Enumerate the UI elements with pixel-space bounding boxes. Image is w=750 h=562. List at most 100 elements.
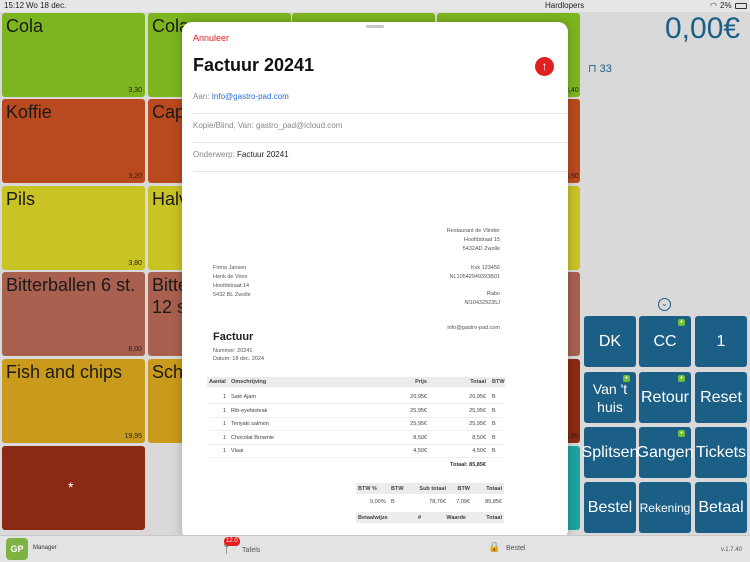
action-button[interactable]: CC ●	[639, 316, 691, 367]
action-button[interactable]: 1	[695, 316, 747, 367]
to-label: Aan:	[193, 92, 210, 101]
product-tile[interactable]: Bitterballen 6 st. 8,00	[2, 272, 145, 356]
table-cell: Vlaai	[231, 448, 244, 454]
sheet-grabber[interactable]	[366, 25, 384, 28]
action-button-label: Betaal	[698, 498, 744, 516]
product-tile[interactable]: Koffie 3,20	[2, 99, 145, 183]
invoice-total: Totaal: 85,85€	[450, 462, 486, 468]
subject-field[interactable]: Onderwerp: Factuur 20241	[193, 150, 568, 172]
badge-icon: ●	[623, 375, 630, 382]
table-cell: 1	[223, 394, 227, 400]
wifi-icon: ◠	[710, 1, 717, 10]
badge-icon: ●	[678, 430, 685, 437]
product-tile[interactable]: Fish and chips 19,95	[2, 359, 145, 443]
table-header: Sub totaal	[419, 486, 446, 492]
action-button-label: DK	[598, 332, 622, 350]
product-price: 3,90	[565, 173, 579, 180]
manager-button[interactable]: Manager	[33, 545, 57, 551]
kvk-line: Kvk 123456	[470, 265, 500, 271]
table-cell: 85,85€	[485, 499, 502, 505]
status-date: Wo 18 dec.	[26, 1, 67, 10]
product-name: *	[68, 479, 74, 495]
invoice-table-header	[207, 377, 505, 387]
badge-icon: ●	[678, 375, 685, 382]
email-title: Factuur 20241	[193, 55, 315, 75]
table-cell: 25,95€	[410, 421, 427, 427]
email-sheet: Annuleer Factuur 20241 ↑ Aan: Info@gastr…	[182, 22, 568, 540]
company-line: 5432AD Zwolle	[462, 246, 500, 252]
subject-label: Onderwerp:	[193, 150, 235, 159]
table-cell: 4,50€	[472, 448, 486, 454]
product-name: Fish and chips	[6, 362, 123, 382]
company-line: Hoofdstraat 15	[463, 237, 500, 243]
product-tile[interactable]: Cola 3,30	[2, 13, 145, 97]
version-label: v.1.7.40	[721, 547, 742, 553]
to-value: Info@gastro-pad.com	[211, 92, 289, 101]
table-cell: 1	[223, 448, 227, 454]
action-button-label: Bestel	[587, 498, 633, 516]
action-button-label: Tickets	[695, 443, 747, 461]
total-currency: €	[723, 12, 741, 45]
row-divider	[207, 416, 505, 418]
action-button-label: 1	[716, 332, 726, 350]
table-cell: B	[492, 434, 496, 441]
to-field[interactable]: Aan: Info@gastro-pad.com	[193, 92, 568, 114]
row-divider	[207, 403, 505, 404]
table-cell: 1	[223, 407, 227, 414]
invoice-heading: Factuur	[213, 331, 254, 343]
table-cell: 78,76€	[429, 499, 446, 505]
table-header: Totaal	[470, 379, 486, 385]
product-name: Koffie	[6, 102, 52, 122]
action-button[interactable]: Splitsen	[582, 427, 638, 478]
tables-tab[interactable]: Tafels	[242, 547, 261, 554]
action-button[interactable]: Betaal	[695, 482, 747, 533]
subject-value: Factuur 20241	[237, 150, 289, 159]
action-button-label: Gangen	[636, 443, 694, 461]
action-button[interactable]: Reset	[695, 372, 747, 423]
product-price: 3,80	[128, 260, 142, 267]
action-button[interactable]: Gangen ●	[636, 427, 694, 478]
lock-icon: 🔒	[488, 542, 501, 553]
action-button-label: Van 't huis	[592, 380, 628, 415]
product-tile[interactable]: Pils 3,80	[2, 186, 145, 270]
order-tab[interactable]: Bestel	[506, 545, 526, 552]
total-display: 0,00€	[665, 12, 740, 46]
company-line: Restaurant de Vlinder	[446, 228, 500, 234]
cc-field[interactable]: Kopie/Blind, Van: gastro_pad@icloud.com	[193, 121, 568, 143]
product-name: Bitterballen 6 st.	[6, 275, 136, 295]
status-bar: 15:12 Wo 18 dec. Hardlopers ◠ 2%	[0, 0, 750, 12]
table-cell: 20,95€	[410, 394, 427, 400]
table-cell: 8,50€	[472, 434, 486, 441]
table-cell: 7,09€	[456, 499, 470, 505]
product-price: 8,00	[128, 346, 142, 353]
table-header: BTW	[492, 379, 505, 385]
kvk-line: NL10542949393B01	[449, 274, 500, 280]
table-cell: 8,50€	[413, 434, 427, 441]
table-indicator[interactable]: ⊓ 33	[588, 62, 612, 75]
bank-info: Rabo Nl104329235J	[412, 290, 500, 308]
table-cell: 25,95€	[469, 407, 486, 414]
action-button[interactable]: Tickets	[695, 427, 747, 478]
chevron-down-icon[interactable]: ⌄	[658, 298, 671, 311]
company-address: Restaurant de Vlinder Hoofdstraat 15 543…	[412, 227, 500, 254]
client-address: Firma Jansen Henk de Vries Hoofdstraat 1…	[213, 264, 251, 300]
action-button[interactable]: Retour ●	[639, 372, 691, 423]
table-header: BTW	[391, 486, 404, 492]
table-cell: 25,95€	[469, 421, 486, 427]
cancel-button[interactable]: Annuleer	[193, 33, 230, 43]
battery-text: 2%	[720, 1, 732, 10]
action-button[interactable]: Van 't huis ●	[584, 372, 636, 423]
product-name: Cola	[152, 16, 190, 36]
action-button[interactable]: DK	[584, 316, 636, 367]
action-button[interactable]: Rekening	[639, 482, 691, 533]
cc-label: Kopie/Blind, Van:	[193, 121, 254, 130]
send-button[interactable]: ↑	[535, 57, 554, 76]
status-center: Hardlopers	[545, 1, 585, 10]
bottom-bar: GP Manager ᛘ 12.0 Tafels 🔒 Bestel v.1.7.…	[0, 535, 750, 562]
product-tile[interactable]: *	[2, 446, 145, 530]
table-cell: Saté Ajam	[231, 394, 257, 400]
badge-icon: ●	[678, 319, 685, 326]
action-button[interactable]: Bestel	[584, 482, 636, 533]
table-header: BTW %	[358, 486, 377, 492]
app-logo: GP	[6, 538, 28, 560]
